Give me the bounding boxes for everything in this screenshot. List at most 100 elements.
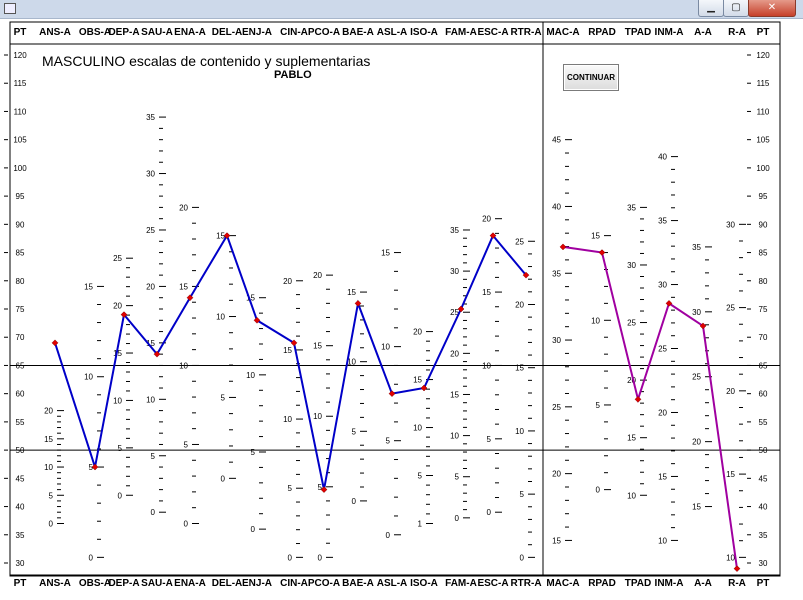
content-scales-point (522, 271, 530, 279)
raw-score-label: 5 (318, 483, 323, 492)
raw-score-label: 15 (84, 282, 93, 291)
raw-score-label: 5 (89, 463, 94, 472)
raw-score-label: 30 (726, 220, 735, 229)
content-scales-point (290, 339, 298, 347)
column-header: MAC-A (546, 27, 579, 38)
continuar-button[interactable]: CONTINUAR (563, 64, 619, 91)
supplementary-scales-point (634, 395, 642, 403)
close-button[interactable]: ✕ (748, 0, 796, 17)
raw-score-label: 20 (482, 215, 491, 224)
raw-score-label: 15 (726, 470, 735, 479)
pt-tick-left: 50 (16, 446, 25, 455)
raw-score-label: 20 (658, 408, 667, 417)
pt-tick-left: 75 (16, 305, 25, 314)
raw-score-label: 15 (482, 288, 491, 297)
pt-tick-right: 95 (759, 192, 768, 201)
column-footer: TPAD (625, 578, 651, 589)
raw-score-label: 35 (146, 113, 155, 122)
raw-score-label: 10 (84, 373, 93, 382)
raw-score-label: 5 (352, 427, 357, 436)
pt-tick-left: 70 (16, 333, 25, 342)
raw-score-label: 15 (692, 503, 701, 512)
pt-tick-left: 85 (16, 249, 25, 258)
raw-score-label: 5 (288, 484, 293, 493)
pt-header-right: PT (757, 27, 770, 38)
raw-score-label: 5 (487, 435, 492, 444)
raw-score-label: 15 (146, 339, 155, 348)
column-header: DEP-A (108, 27, 139, 38)
pt-footer-left: PT (14, 578, 27, 589)
column-footer: DEP-A (108, 578, 139, 589)
column-header: OBS-A (79, 27, 111, 38)
raw-score-label: 10 (113, 396, 122, 405)
pt-tick-right: 110 (757, 107, 770, 116)
raw-score-label: 5 (455, 473, 460, 482)
supplementary-scales-point (733, 565, 741, 572)
raw-score-label: 0 (288, 553, 293, 562)
raw-score-label: 10 (146, 395, 155, 404)
column-header: RPAD (588, 27, 616, 38)
chart-subtitle: PABLO (274, 69, 312, 81)
pt-tick-left: 120 (13, 51, 27, 60)
raw-score-label: 5 (118, 444, 123, 453)
column-footer: A-A (694, 578, 712, 589)
column-footer: ENA-A (174, 578, 206, 589)
column-footer: OBS-A (79, 578, 111, 589)
raw-score-label: 35 (552, 269, 561, 278)
raw-score-label: 10 (658, 536, 667, 545)
raw-score-label: 0 (386, 531, 391, 540)
column-header: INM-A (655, 27, 684, 38)
supplementary-scales-point (559, 243, 567, 251)
content-scales-point (51, 339, 59, 347)
pt-tick-left: 65 (16, 361, 25, 370)
pt-tick-right: 45 (759, 474, 768, 483)
chart-title: MASCULINO escalas de contenido y supleme… (42, 53, 371, 69)
column-header: BAE-A (342, 27, 374, 38)
raw-score-label: 30 (658, 281, 667, 290)
column-footer: DEL-A (212, 578, 243, 589)
content-scales-point (153, 350, 161, 358)
raw-score-label: 25 (627, 319, 636, 328)
content-scales-point (186, 294, 194, 302)
raw-score-label: 0 (151, 508, 156, 517)
minimize-button[interactable]: ▁ (698, 0, 724, 17)
raw-score-label: 10 (313, 412, 322, 421)
pt-tick-left: 40 (16, 503, 25, 512)
pt-tick-left: 55 (16, 418, 25, 427)
column-header: ANS-A (39, 27, 71, 38)
raw-score-label: 15 (552, 536, 561, 545)
raw-score-label: 5 (49, 491, 54, 500)
raw-score-label: 40 (552, 202, 561, 211)
pt-footer-right: PT (757, 578, 770, 589)
column-header: ISO-A (410, 27, 438, 38)
column-header: DEL-A (212, 27, 243, 38)
raw-score-label: 5 (184, 440, 189, 449)
raw-score-label: 15 (515, 364, 524, 373)
raw-score-label: 25 (146, 226, 155, 235)
raw-score-label: 15 (347, 288, 356, 297)
pt-tick-right: 60 (759, 390, 768, 399)
raw-score-label: 1 (418, 519, 423, 528)
column-header: ENJ-A (242, 27, 272, 38)
raw-score-label: 20 (313, 271, 322, 280)
column-header: CIN-A (280, 27, 308, 38)
column-footer: ASL-A (377, 578, 408, 589)
pt-tick-right: 80 (759, 277, 768, 286)
raw-score-label: 10 (381, 343, 390, 352)
pt-tick-left: 45 (16, 474, 25, 483)
raw-score-label: 10 (591, 316, 600, 325)
column-header: ENA-A (174, 27, 206, 38)
maximize-button[interactable]: ▢ (723, 0, 749, 17)
raw-score-label: 25 (450, 308, 459, 317)
pt-tick-right: 90 (759, 220, 768, 229)
raw-score-label: 15 (591, 232, 600, 241)
raw-score-label: 5 (151, 452, 156, 461)
content-scales-point (223, 232, 231, 239)
raw-score-label: 0 (520, 553, 525, 562)
column-header: A-A (694, 27, 712, 38)
pt-tick-right: 35 (759, 531, 768, 540)
raw-score-label: 20 (515, 300, 524, 309)
pt-tick-right: 65 (759, 361, 768, 370)
chart-frame (9, 21, 781, 577)
raw-score-label: 10 (246, 371, 255, 380)
